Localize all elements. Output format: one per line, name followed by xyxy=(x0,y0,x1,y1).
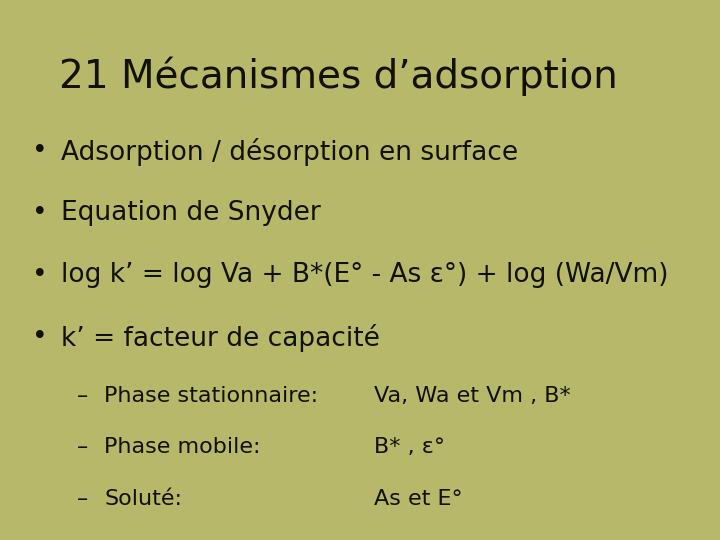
Text: log k’ = log Va + B*(E° - As ε°) + log (Wa/Vm): log k’ = log Va + B*(E° - As ε°) + log (… xyxy=(61,262,669,288)
Text: Phase mobile:: Phase mobile: xyxy=(104,437,261,457)
Text: Soluté:: Soluté: xyxy=(104,489,182,509)
Text: •: • xyxy=(32,262,48,288)
Text: Phase stationnaire:: Phase stationnaire: xyxy=(104,386,318,406)
Text: –: – xyxy=(77,489,89,509)
Text: Equation de Snyder: Equation de Snyder xyxy=(61,200,321,226)
Text: 21 Mécanismes d’adsorption: 21 Mécanismes d’adsorption xyxy=(59,57,618,96)
Text: –: – xyxy=(77,386,89,406)
Text: Adsorption / désorption en surface: Adsorption / désorption en surface xyxy=(61,138,518,166)
Text: k’ = facteur de capacité: k’ = facteur de capacité xyxy=(61,324,380,352)
Text: •: • xyxy=(32,324,48,350)
Text: Va, Wa et Vm , B*: Va, Wa et Vm , B* xyxy=(374,386,571,406)
Text: B* , ε°: B* , ε° xyxy=(374,437,446,457)
Text: As et E°: As et E° xyxy=(374,489,463,509)
Text: •: • xyxy=(32,138,48,164)
Text: –: – xyxy=(77,437,89,457)
Text: •: • xyxy=(32,200,48,226)
